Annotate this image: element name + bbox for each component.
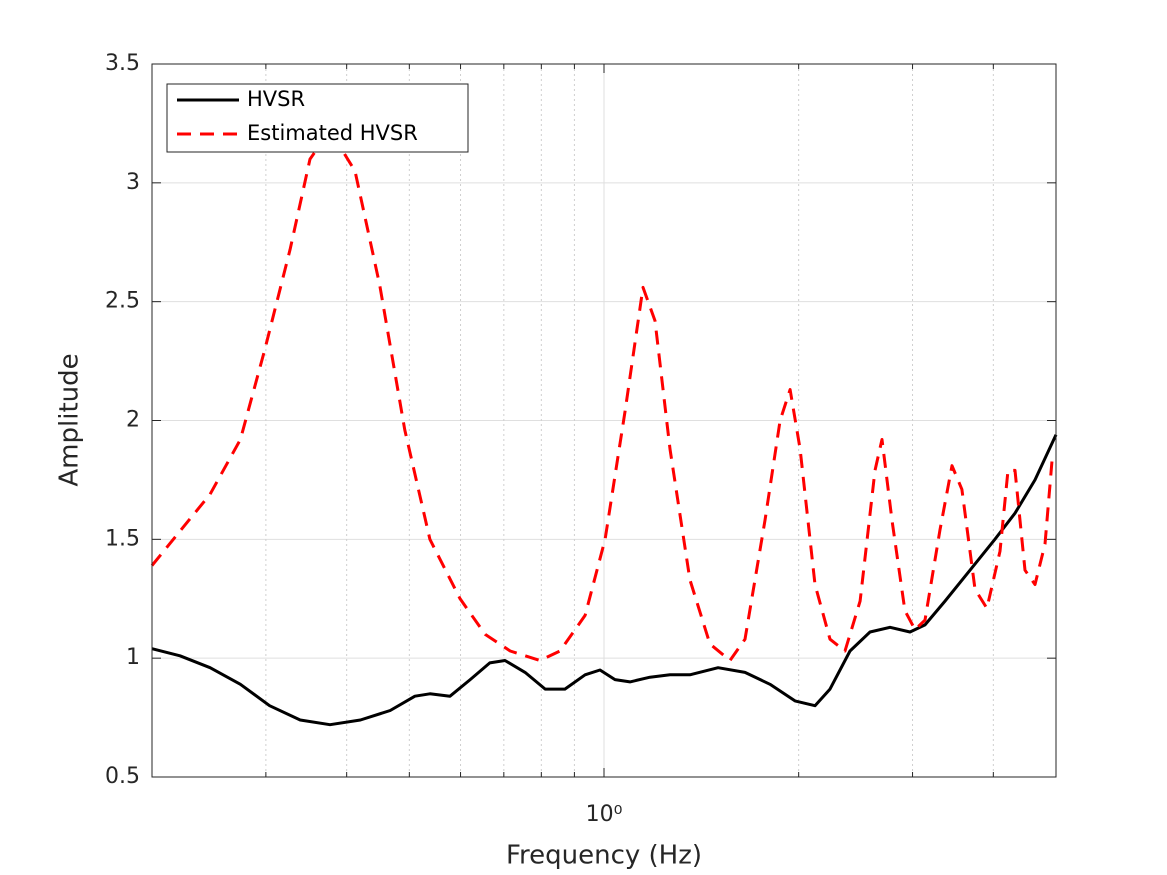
series-line bbox=[151, 434, 1058, 727]
y-tick-label: 2.5 bbox=[105, 289, 140, 314]
legend-box bbox=[166, 83, 469, 153]
y-tick-label: 1 bbox=[126, 645, 140, 670]
x-axis-label: Frequency (Hz) bbox=[506, 841, 702, 871]
legend: HVSR Estimated HVSR bbox=[166, 83, 469, 153]
ticks: 0.5 1 1.5 2 2.5 3 3.5 10⁰ bbox=[105, 51, 1056, 827]
y-tick-label: 3 bbox=[126, 170, 140, 195]
y-tick-label: 0.5 bbox=[105, 764, 140, 789]
grid bbox=[152, 63, 1056, 778]
y-tick-label: 3.5 bbox=[105, 51, 140, 76]
series-line bbox=[150, 129, 1056, 662]
y-axis-label: Amplitude bbox=[55, 353, 85, 486]
x-tick-label: 10⁰ bbox=[586, 802, 623, 827]
legend-label: Estimated HVSR bbox=[247, 121, 418, 145]
y-tick-label: 1.5 bbox=[105, 526, 140, 551]
y-tick-label: 2 bbox=[126, 408, 140, 433]
legend-label: HVSR bbox=[247, 87, 305, 111]
lines bbox=[150, 129, 1058, 727]
